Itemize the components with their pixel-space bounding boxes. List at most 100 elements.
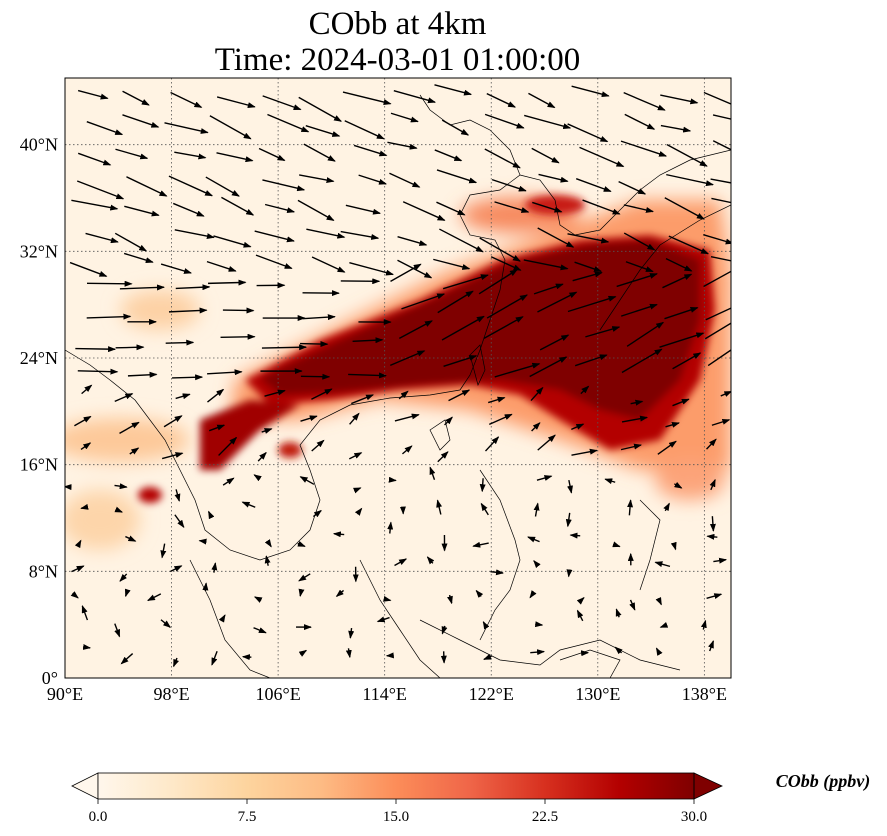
wind-arrow <box>426 556 435 565</box>
wind-arrow <box>241 654 252 661</box>
wind-arrow <box>376 616 390 623</box>
wind-arrow <box>342 91 392 106</box>
wind-arrow <box>625 261 654 273</box>
wind-arrow <box>483 316 524 339</box>
wind-arrow <box>666 173 714 187</box>
wind-arrow <box>119 421 140 434</box>
wind-arrow <box>666 144 708 167</box>
wind-arrow <box>394 413 420 422</box>
wind-arrow <box>354 507 363 516</box>
wind-arrow <box>264 555 271 566</box>
wind-arrow <box>524 114 572 130</box>
colorbar-tick-label: 0.0 <box>89 809 108 825</box>
wind-arrow <box>340 230 380 240</box>
wind-arrow <box>80 442 92 451</box>
wind-arrow <box>174 229 215 240</box>
wind-arrow <box>571 85 610 98</box>
wind-arrow <box>478 269 518 295</box>
wind-arrow <box>163 415 183 428</box>
wind-arrow <box>306 228 346 239</box>
colorbar-tick-label: 15.0 <box>383 809 409 825</box>
y-tick-label: 0° <box>42 668 58 688</box>
wind-arrow <box>332 531 345 538</box>
wind-arrow <box>567 295 617 313</box>
wind-arrow <box>443 355 478 368</box>
wind-arrow <box>220 333 256 340</box>
wind-arrow <box>122 114 160 128</box>
wind-arrow <box>710 178 731 184</box>
wind-arrow <box>401 293 446 310</box>
wind-arrow <box>711 419 731 426</box>
wind-arrow <box>576 596 585 605</box>
wind-arrow <box>660 94 699 105</box>
wind-arrow <box>218 614 226 623</box>
wind-arrow <box>703 270 731 288</box>
wind-arrow <box>345 648 352 659</box>
wind-arrow <box>672 352 702 370</box>
wind-arrow <box>74 539 82 549</box>
wind-arrow <box>713 557 728 564</box>
wind-arrow <box>439 228 484 253</box>
wind-arrow <box>119 284 165 291</box>
x-tick-label: 122°E <box>469 684 514 704</box>
wind-arrow <box>311 388 333 400</box>
colorbar-tick-label: 7.5 <box>238 809 257 825</box>
wind-arrow <box>170 565 183 573</box>
wind-arrow <box>122 90 150 106</box>
wind-arrow <box>147 593 162 602</box>
wind-arrow <box>261 344 308 351</box>
wind-arrow <box>657 440 677 455</box>
chart-subtitle-time: Time: 2024-03-01 01:00:00 <box>214 42 581 78</box>
wind-arrow <box>480 502 489 516</box>
wind-arrow <box>444 416 453 426</box>
wind-arrow <box>487 396 506 404</box>
wind-arrow <box>441 625 448 635</box>
wind-arrow <box>388 476 397 483</box>
wind-arrow <box>665 421 680 428</box>
wind-arrow <box>222 477 235 486</box>
wind-arrow <box>537 227 575 248</box>
wind-arrow <box>528 92 556 109</box>
wind-arrow <box>706 438 717 450</box>
wind-arrow <box>441 119 470 136</box>
wind-arrow <box>447 594 453 605</box>
wind-arrow <box>86 313 132 320</box>
wind-arrow <box>623 91 666 111</box>
wind-arrow <box>436 499 443 515</box>
wind-arrow <box>434 84 473 96</box>
wind-arrow <box>482 621 490 630</box>
wind-arrow <box>298 649 308 657</box>
wind-arrow <box>624 113 656 130</box>
wind-arrow <box>114 232 148 252</box>
wind-arrow <box>202 582 209 591</box>
wind-arrow <box>205 176 240 197</box>
wind-arrow <box>479 237 521 262</box>
wind-arrow <box>529 590 537 599</box>
wind-arrow <box>160 619 172 628</box>
wind-arrow <box>172 202 205 217</box>
wind-arrow <box>494 201 530 213</box>
wind-arrow <box>352 337 384 344</box>
wind-arrow <box>401 445 413 455</box>
wind-arrow <box>575 178 612 193</box>
wind-arrow <box>77 152 112 166</box>
wind-arrow <box>81 384 93 395</box>
wind-arrow <box>711 197 731 204</box>
wind-arrow <box>576 609 584 622</box>
wind-arrow <box>216 152 254 163</box>
wind-arrow <box>348 452 363 460</box>
wind-arrow <box>659 621 669 628</box>
wind-arrow <box>160 543 167 559</box>
wind-arrow <box>255 254 293 270</box>
wind-arrow <box>352 487 362 494</box>
wind-arrow <box>298 573 311 582</box>
wind-arrow <box>531 147 560 164</box>
wind-arrow <box>616 273 658 288</box>
wind-arrow <box>209 115 252 140</box>
wind-arrow <box>567 479 573 494</box>
wind-arrow <box>488 413 513 426</box>
colorbar: 0.0 7.5 15.0 22.5 30.0 CObb (ppbv) <box>71 771 870 825</box>
wind-arrow <box>662 273 693 289</box>
wind-arrow <box>664 197 705 220</box>
colorbar-extend-low <box>71 772 99 800</box>
